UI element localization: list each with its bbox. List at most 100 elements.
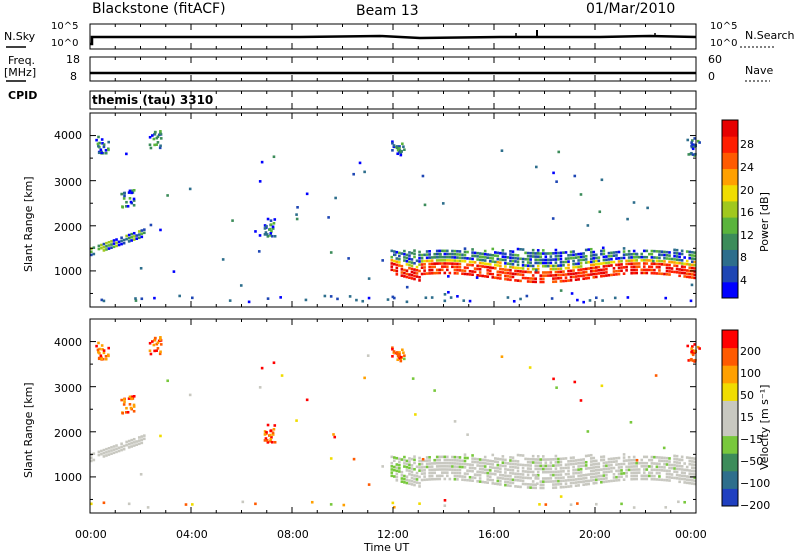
range-gate-cell	[511, 465, 515, 469]
range-gate-cell	[653, 455, 656, 459]
range-gate-cell	[481, 265, 484, 268]
range-gate-cell	[539, 483, 543, 487]
range-gate-cell	[148, 143, 152, 147]
range-gate-cell	[587, 479, 591, 483]
range-gate-cell	[648, 465, 651, 468]
range-gate-cell	[97, 357, 101, 361]
range-gate-cell	[440, 268, 444, 272]
range-gate-cell	[102, 145, 106, 149]
range-gate-cell	[410, 264, 414, 268]
range-gate-cell	[468, 466, 472, 470]
range-gate-cell	[627, 468, 631, 472]
range-gate-cell	[451, 471, 454, 475]
range-gate-cell	[446, 461, 449, 465]
range-gate-cell	[150, 340, 154, 343]
range-gate-cell	[564, 257, 568, 261]
range-gate-cell	[511, 272, 515, 276]
range-gate-cell	[405, 459, 409, 463]
range-gate-cell	[680, 265, 684, 268]
range-gate-cell	[632, 455, 636, 459]
range-gate-cell	[403, 252, 406, 256]
range-gate-cell	[476, 457, 479, 461]
range-gate-cell	[463, 475, 467, 479]
range-gate-cell	[496, 254, 500, 258]
range-gate-cell	[597, 471, 601, 475]
range-gate-cell	[305, 398, 309, 402]
range-gate-cell	[499, 251, 502, 255]
nsky-trace	[90, 34, 697, 46]
range-gate-cell	[605, 470, 608, 474]
range-gate-cell	[589, 466, 593, 470]
range-gate-cell	[632, 471, 636, 475]
range-gate-cell	[504, 252, 507, 256]
range-gate-cell	[612, 273, 616, 276]
range-gate-cell	[105, 447, 108, 451]
range-gate-cell	[602, 455, 606, 458]
range-gate-cell	[504, 458, 507, 462]
range-gate-cell	[625, 459, 628, 462]
range-gate-cell	[658, 266, 661, 269]
range-gate-cell	[423, 465, 426, 469]
range-gate-cell	[90, 456, 93, 460]
range-gate-cell	[107, 140, 110, 144]
range-gate-cell	[519, 479, 522, 482]
range-gate-cell	[488, 459, 492, 463]
range-gate-cell	[645, 465, 649, 468]
range-gate-cell	[428, 474, 431, 478]
range-gate-cell	[595, 269, 598, 272]
range-gate-cell	[511, 456, 515, 459]
range-gate-cell	[491, 459, 495, 463]
range-gate-cell	[156, 141, 160, 144]
range-gate-cell	[519, 257, 522, 261]
range-gate-cell	[592, 276, 596, 279]
range-gate-cell	[440, 474, 444, 478]
range-gate-cell	[446, 249, 449, 253]
range-gate-cell	[607, 254, 611, 258]
range-gate-cell	[577, 474, 580, 478]
range-gate-cell	[112, 448, 116, 451]
range-gate-cell	[415, 275, 419, 278]
range-gate-cell	[670, 466, 674, 470]
range-gate-cell	[688, 275, 692, 279]
range-gate-cell	[125, 440, 128, 444]
range-gate-cell	[589, 457, 593, 460]
range-gate-cell	[572, 465, 575, 469]
range-gate-cell	[123, 194, 126, 198]
colorbar-band	[722, 330, 738, 349]
range-gate-cell	[462, 299, 466, 302]
range-gate-cell	[577, 271, 580, 275]
range-gate-cell	[443, 471, 447, 474]
range-gate-cell	[506, 275, 510, 278]
range-gate-cell	[650, 268, 654, 272]
range-gate-cell	[670, 270, 674, 273]
range-gate-cell	[524, 276, 527, 280]
range-gate-cell	[665, 475, 669, 479]
range-gate-cell	[595, 263, 598, 266]
range-gate-cell	[96, 348, 100, 352]
range-gate-cell	[524, 251, 527, 255]
range-gate-cell	[549, 470, 553, 474]
range-gate-cell	[668, 257, 671, 261]
range-gate-cell	[615, 250, 618, 254]
range-gate-cell	[690, 347, 693, 350]
range-gate-cell	[468, 263, 472, 267]
range-gate-cell	[650, 474, 654, 478]
range-gate-cell	[539, 255, 543, 259]
range-gate-cell	[582, 480, 585, 483]
range-gate-cell	[466, 266, 469, 270]
range-gate-cell	[453, 465, 457, 468]
range-gate-cell	[597, 468, 601, 472]
range-gate-cell	[272, 155, 276, 159]
range-gate-cell	[97, 453, 101, 457]
range-gate-cell	[137, 233, 141, 236]
range-gate-cell	[132, 235, 136, 238]
range-gate-cell	[526, 476, 530, 480]
range-gate-cell	[642, 265, 646, 268]
range-gate-cell	[425, 456, 429, 459]
range-gate-cell	[584, 270, 588, 274]
range-gate-cell	[688, 256, 692, 260]
range-gate-cell	[536, 271, 540, 274]
range-gate-cell	[504, 474, 507, 477]
range-gate-cell	[577, 468, 580, 471]
range-gate-cell	[569, 462, 573, 466]
